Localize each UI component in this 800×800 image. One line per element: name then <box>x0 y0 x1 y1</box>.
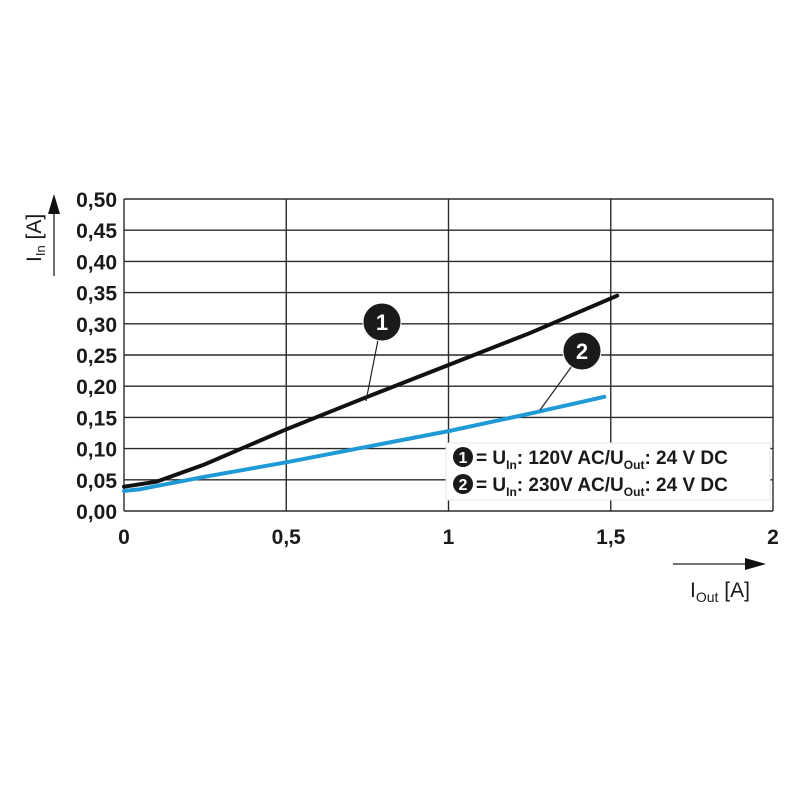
svg-text:= UIn: 120V AC/UOut: 24 V DC: = UIn: 120V AC/UOut: 24 V DC <box>476 448 728 472</box>
marker-1-label: 1 <box>376 310 388 335</box>
series-2-line <box>122 394 607 493</box>
svg-text:IIn [A]: IIn [A] <box>23 214 48 262</box>
x-tick-label: 2 <box>767 526 779 549</box>
arrow-right-icon <box>745 558 766 570</box>
legend-item-1: 1 = UIn: 120V AC/UOut: 24 V DC <box>453 447 728 472</box>
series-lines <box>122 293 620 493</box>
series-1-line <box>122 293 620 489</box>
y-tick-label: 0,25 <box>76 345 117 368</box>
svg-text:IOut [A]: IOut [A] <box>690 579 750 605</box>
x-axis-ticks: 0 0,5 1 1,5 2 <box>118 526 779 549</box>
legend: 1 = UIn: 120V AC/UOut: 24 V DC 2 = UIn: … <box>445 442 771 501</box>
y-tick-label: 0,50 <box>76 189 117 212</box>
y-tick-label: 0,30 <box>76 314 117 337</box>
x-tick-label: 0,5 <box>272 526 302 549</box>
y-axis-label: IIn [A] <box>23 194 60 276</box>
marker-1: 1 <box>362 302 402 402</box>
y-tick-label: 0,35 <box>76 283 117 306</box>
svg-text:1: 1 <box>459 450 468 467</box>
x-axis-label: IOut [A] <box>673 558 766 605</box>
y-tick-label: 0,00 <box>76 501 117 524</box>
x-tick-label: 1 <box>443 526 455 549</box>
marker-2: 2 <box>539 331 602 411</box>
svg-text:2: 2 <box>459 477 468 494</box>
x-tick-label: 1,5 <box>596 526 626 549</box>
y-axis-ticks: 0,00 0,05 0,10 0,15 0,20 0,25 0,30 0,35 0,40 0,45… <box>76 189 117 524</box>
y-tick-label: 0,20 <box>76 376 117 399</box>
x-tick-label: 0 <box>118 526 130 549</box>
marker-2-label: 2 <box>576 339 588 364</box>
y-tick-label: 0,05 <box>76 470 117 493</box>
legend-item-2: 2 = UIn: 230V AC/UOut: 24 V DC <box>453 474 728 499</box>
arrow-up-icon <box>48 194 60 214</box>
y-tick-label: 0,45 <box>76 220 117 243</box>
y-tick-label: 0,15 <box>76 407 117 430</box>
y-tick-label: 0,40 <box>76 251 117 274</box>
y-tick-label: 0,10 <box>76 439 117 462</box>
svg-text:= UIn: 230V AC/UOut: 24 V DC: = UIn: 230V AC/UOut: 24 V DC <box>476 475 728 499</box>
